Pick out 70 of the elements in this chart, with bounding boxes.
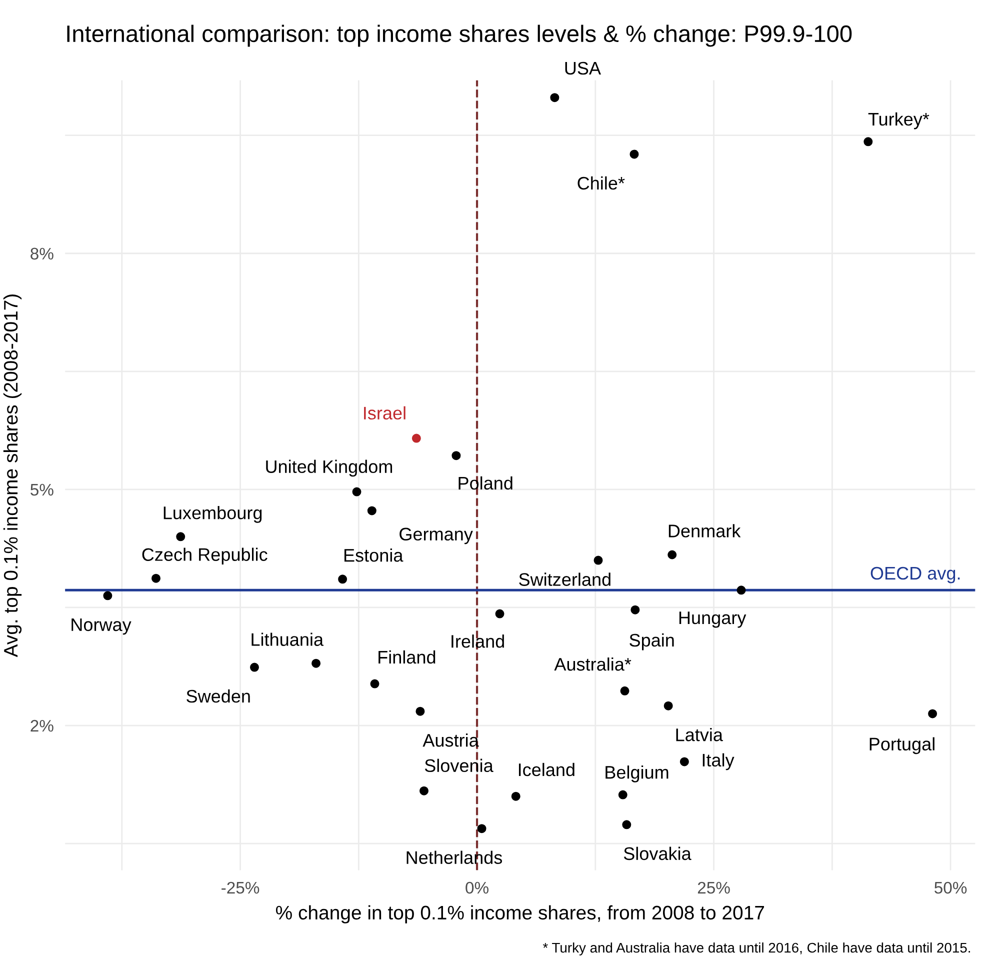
series-label: Denmark [668, 524, 741, 538]
series-label: Latvia [676, 728, 723, 742]
series-label: United Kingdom [266, 460, 392, 477]
series-label: Estonia [344, 548, 404, 562]
series-label: Portugal [870, 737, 934, 754]
series-label: Italy [702, 753, 734, 770]
point [370, 679, 380, 688]
point [452, 451, 461, 460]
text: * Turky and Australia have data until 2016, Chile have data until 2015. [542, 942, 970, 956]
series-label: USA [565, 62, 601, 75]
point [151, 574, 160, 583]
series-label: Poland [458, 476, 512, 490]
series-label: Switzerland [519, 572, 610, 586]
point [250, 662, 259, 672]
series-label: Turkey* [868, 112, 930, 130]
point [622, 820, 632, 830]
point [419, 786, 428, 796]
series-label: Hungary [679, 612, 746, 628]
series-label: Czech Republic [142, 548, 268, 565]
point [630, 605, 640, 614]
series-label: Belgium [606, 766, 668, 782]
series-label: Slovakia [624, 846, 692, 860]
point [550, 93, 560, 102]
point [103, 591, 112, 600]
series-label: Netherlands [406, 850, 502, 864]
point [312, 658, 321, 668]
series-label: Finland [378, 650, 436, 664]
series-label: Norway [72, 618, 132, 635]
point [352, 487, 362, 496]
point [412, 434, 421, 443]
point [928, 709, 938, 718]
point [668, 550, 677, 560]
y-axis-title: Avg. top 0.1% income shares (2008-2017) [3, 294, 22, 658]
series-label: Israel [364, 406, 406, 420]
point [477, 824, 486, 834]
series-label: Slovenia [424, 758, 494, 772]
ref-line-label: OECD avg. [870, 566, 960, 584]
series-label: Chile* [578, 176, 625, 190]
point [864, 137, 873, 146]
x-tick-label: 25% [698, 882, 730, 894]
point [495, 609, 504, 618]
point [680, 757, 689, 766]
y-tick-label: 2% [30, 720, 54, 732]
series-label: Lithuania [252, 632, 324, 646]
x-tick-label: 50% [934, 882, 967, 894]
point [618, 790, 628, 800]
point [736, 586, 746, 595]
x-axis-title: % change in top 0.1% income shares, from 2008 to 2017 [276, 905, 764, 924]
series-label: Australia* [554, 657, 632, 671]
series-label: Sweden [186, 689, 250, 703]
point [338, 574, 348, 584]
series-label: Ireland [452, 634, 504, 648]
point [176, 532, 186, 542]
series-label: Germany [400, 528, 473, 544]
y-tick-label: 5% [30, 484, 54, 496]
point [367, 506, 376, 516]
point [620, 686, 630, 696]
point [630, 150, 639, 159]
chart-title: International comparison: top income shares levels & % change: P99.9-100 [67, 24, 852, 47]
series-label: Spain [630, 633, 674, 650]
y-tick-label: 8% [30, 248, 54, 260]
point [594, 556, 603, 565]
point [664, 701, 673, 710]
series-label: Iceland [518, 762, 574, 776]
point [416, 706, 425, 716]
x-tick-label: 0% [466, 882, 488, 894]
point [511, 792, 520, 801]
series-label: Austria [422, 733, 479, 747]
series-label: Luxembourg [164, 506, 262, 523]
x-tick-label: -25% [222, 882, 260, 894]
